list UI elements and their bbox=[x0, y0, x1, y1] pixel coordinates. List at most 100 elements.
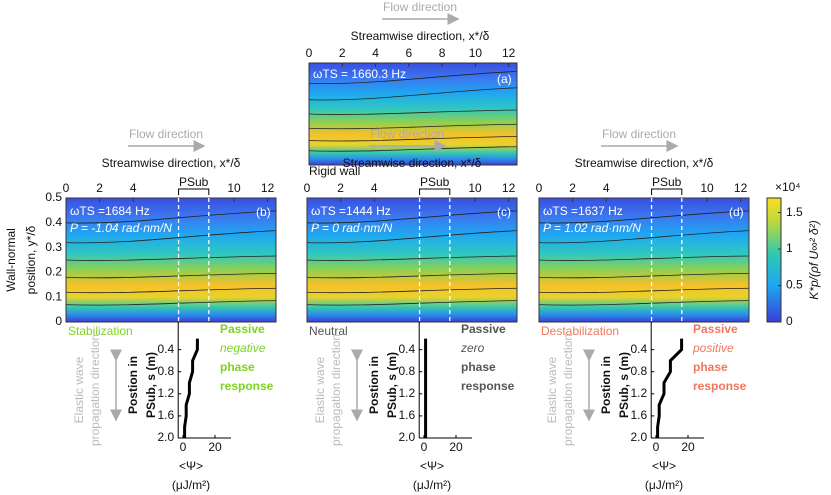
contour-line bbox=[538, 272, 750, 279]
profile-x-title: (μJ/m²) bbox=[645, 478, 683, 492]
x-tick-label: 2 bbox=[337, 181, 344, 195]
contour-line bbox=[538, 230, 750, 244]
contour-line bbox=[306, 287, 518, 294]
profile-x-tick-label: 0 bbox=[421, 440, 428, 454]
flow-direction: Flow direction bbox=[370, 127, 444, 141]
psub-label: PSub bbox=[179, 175, 209, 189]
response-label: phase bbox=[693, 360, 728, 374]
x-tick-label: 10 bbox=[469, 46, 483, 60]
contour-line bbox=[306, 230, 518, 244]
x-axis-title: Streamwise direction, x*/δ bbox=[343, 156, 482, 170]
profile-y-tick-label: 1.2 bbox=[399, 386, 416, 400]
psub-label: PSub bbox=[420, 175, 450, 189]
x-tick-label: 2 bbox=[339, 46, 346, 60]
profile-y-title: Postion in bbox=[367, 356, 381, 414]
profile-x-title: (μJ/m²) bbox=[413, 478, 451, 492]
plot-frame bbox=[306, 197, 518, 323]
y-tick-label: 0.3 bbox=[45, 240, 62, 254]
x-tick-label: 10 bbox=[227, 181, 241, 195]
profile-x-title: <Ψ> bbox=[179, 459, 203, 473]
profile-y-title: PSub, s (m) bbox=[144, 352, 158, 418]
profile-x-title: <Ψ> bbox=[420, 459, 444, 473]
contour-line bbox=[308, 146, 518, 152]
colorbar-tick-label: 1.5 bbox=[786, 205, 803, 219]
caption: Rigid wall bbox=[309, 164, 360, 178]
x-axis-title: Streamwise direction, x*/δ bbox=[575, 156, 714, 170]
x-tick-label: 8 bbox=[439, 46, 446, 60]
contour-line bbox=[65, 300, 277, 306]
psub-label: PSub bbox=[652, 175, 682, 189]
profile-y-tick-label: 0.8 bbox=[158, 364, 175, 378]
colorbar bbox=[766, 197, 782, 323]
colorbar-multiplier: ×10⁴ bbox=[775, 180, 801, 194]
x-tick-label: 4 bbox=[603, 181, 610, 195]
response-label: negative bbox=[220, 341, 266, 355]
contour-line bbox=[538, 300, 750, 306]
panel-label: (c) bbox=[497, 205, 511, 219]
profile-y-tick-label: 1.6 bbox=[399, 408, 416, 422]
contour-line bbox=[308, 109, 518, 115]
colorbar-tick-label: 1 bbox=[786, 241, 793, 255]
profile-y-tick-label: 1.2 bbox=[158, 386, 175, 400]
wave-direction: Elastic wave bbox=[545, 356, 559, 423]
profile-x-tick-label: 0 bbox=[653, 440, 660, 454]
y-axis-title: position, y*/δ bbox=[24, 225, 38, 294]
plot-frame bbox=[65, 197, 277, 323]
profile-y-tick-label: 0.4 bbox=[158, 342, 175, 356]
y-tick-label: 0.2 bbox=[45, 265, 62, 279]
response-label: phase bbox=[461, 360, 496, 374]
x-tick-label: 6 bbox=[405, 46, 412, 60]
colorbar-label: K*p/(ρf U∞² δ²) bbox=[807, 220, 821, 299]
y-tick-label: 0.1 bbox=[45, 289, 62, 303]
x-tick-label: 0 bbox=[304, 181, 311, 195]
panel-label: (d) bbox=[729, 205, 744, 219]
response-label: response bbox=[461, 379, 515, 393]
response-label: zero bbox=[460, 341, 485, 355]
y-tick-label: 0 bbox=[55, 314, 62, 328]
contour-line bbox=[308, 123, 518, 130]
phase-label: P = 1.02 rad·nm/N bbox=[543, 221, 641, 235]
profile-x-tick-label: 20 bbox=[681, 440, 695, 454]
profile-y-tick-label: 1.2 bbox=[631, 386, 648, 400]
response-label: Passive bbox=[693, 322, 738, 336]
profile-y-tick-label: 0.4 bbox=[399, 342, 416, 356]
profile-x-title: <Ψ> bbox=[652, 459, 676, 473]
wave-direction: propagation direction bbox=[561, 334, 575, 446]
profile-y-title: PSub, s (m) bbox=[385, 352, 399, 418]
contour-line bbox=[306, 300, 518, 306]
wave-direction: propagation direction bbox=[329, 334, 343, 446]
contour-line bbox=[538, 210, 750, 224]
profile-y-tick-label: 0.8 bbox=[399, 364, 416, 378]
psub-bracket bbox=[651, 188, 683, 195]
x-tick-label: 0 bbox=[306, 46, 313, 60]
response-label: response bbox=[693, 379, 747, 393]
regime-label: Neutral bbox=[309, 324, 348, 338]
psi-profile bbox=[183, 338, 199, 438]
wave-direction: Elastic wave bbox=[313, 356, 327, 423]
x-tick-label: 0 bbox=[536, 181, 543, 195]
colorbar-tick-label: 0 bbox=[786, 314, 793, 328]
contour-line bbox=[65, 230, 277, 244]
contour-line bbox=[65, 255, 277, 261]
y-tick-label: 0.4 bbox=[45, 215, 62, 229]
contour-line bbox=[306, 210, 518, 224]
plot-frame bbox=[308, 62, 518, 166]
contour-line bbox=[308, 136, 518, 142]
regime-label: Destabilization bbox=[541, 324, 619, 338]
flow-direction: Flow direction bbox=[602, 127, 676, 141]
contour-line bbox=[65, 210, 277, 224]
panel-label: (a) bbox=[497, 72, 512, 86]
contour-line bbox=[306, 272, 518, 279]
frequency-label: ωTS =1444 Hz bbox=[311, 204, 391, 218]
profile-y-tick-label: 1.6 bbox=[631, 408, 648, 422]
profile-y-tick-label: 0.4 bbox=[631, 342, 648, 356]
response-label: phase bbox=[220, 360, 255, 374]
x-tick-label: 4 bbox=[371, 181, 378, 195]
contour-line bbox=[306, 255, 518, 261]
profile-y-tick-label: 1.6 bbox=[158, 408, 175, 422]
plot-frame bbox=[538, 197, 750, 323]
wave-direction: Elastic wave bbox=[72, 356, 86, 423]
x-tick-label: 10 bbox=[700, 181, 714, 195]
colorbar-tick-label: 0.5 bbox=[786, 278, 803, 292]
